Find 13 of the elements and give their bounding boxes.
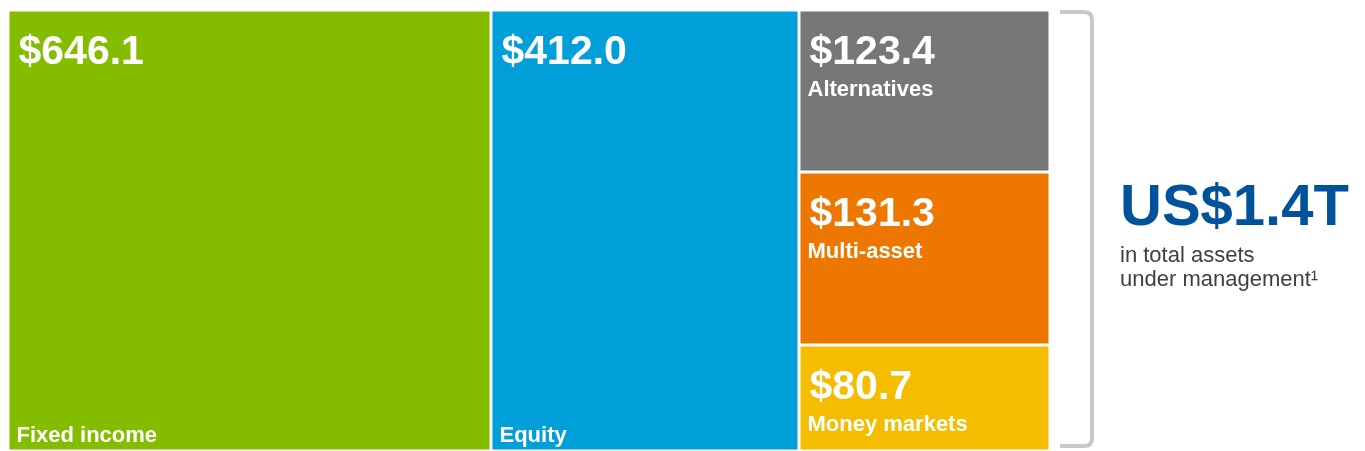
data-label: $131.3 xyxy=(809,188,935,235)
text: under management¹ xyxy=(1120,266,1319,291)
data-label: $412.0 xyxy=(501,26,627,73)
category-label: Equity xyxy=(499,421,568,447)
text: US$1.4T xyxy=(1120,172,1349,237)
data-label: $646.1 xyxy=(18,26,144,73)
data-label: $123.4 xyxy=(809,26,936,73)
data-label: $80.7 xyxy=(809,361,913,408)
category-label: Money markets xyxy=(807,410,968,436)
category-label: Fixed income xyxy=(16,421,158,447)
text: in total assets xyxy=(1120,242,1255,267)
category-label: Alternatives xyxy=(807,75,934,101)
category-label: Multi-asset xyxy=(807,237,924,263)
